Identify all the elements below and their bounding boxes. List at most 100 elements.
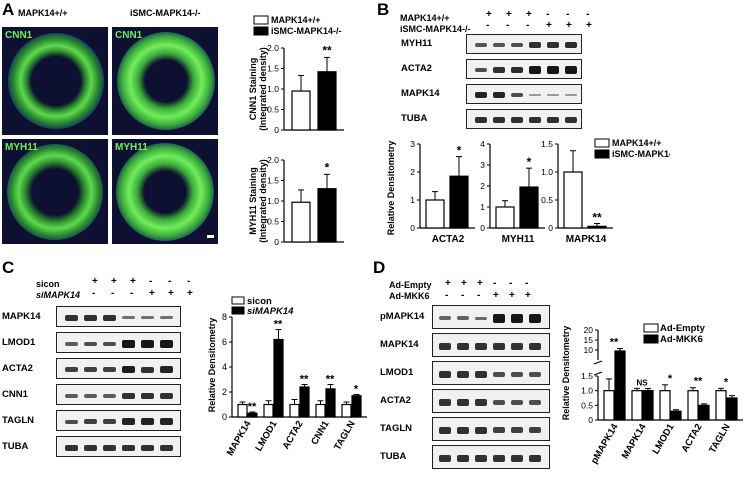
bar-cnn1 — [325, 388, 336, 418]
legend-label-simapk14: siMAPK14 — [247, 306, 294, 317]
bar-tagln — [341, 403, 352, 418]
blot-label-lmod1: LMOD1 — [380, 367, 414, 378]
blot-band — [122, 316, 135, 319]
bar-tagln — [715, 390, 727, 421]
legend-label-sicon: sicon — [247, 296, 272, 307]
sign-row1: - — [546, 9, 550, 20]
panel-d-row2-label: Ad-MKK6 — [389, 291, 430, 301]
sign-row1: + — [461, 278, 467, 289]
blot-band — [457, 342, 469, 350]
blot-label-tuba: TUBA — [401, 113, 428, 124]
legend-label-empty: Ad-Empty — [660, 323, 706, 334]
y-axis-title: Relative Densitometry — [207, 318, 217, 413]
panel-label-c: C — [2, 258, 15, 277]
axis-break — [593, 371, 603, 376]
blot-band — [65, 367, 78, 372]
y-tick-label: 1.0 — [267, 196, 279, 206]
blot-strip-mapk14 — [432, 333, 550, 357]
blot-band — [84, 367, 97, 372]
blot-band — [160, 366, 173, 373]
category-label: LMOD1 — [253, 418, 280, 453]
sign-row1: - — [586, 9, 590, 20]
blot-strip-mapk14 — [466, 84, 582, 104]
blot-strip-acta2 — [432, 389, 550, 413]
blot-band — [529, 94, 541, 96]
blot-strip-lmod1 — [432, 361, 550, 385]
blot-band — [475, 342, 487, 350]
y-tick-label: 1 — [480, 202, 485, 212]
category-label: TAGLN — [707, 422, 733, 455]
significance-mark: ** — [248, 401, 257, 413]
y-tick-label: 0.5 — [267, 105, 279, 115]
legend-label-wt: MAPK14+/+ — [612, 138, 662, 148]
blot-band — [511, 117, 523, 123]
sign-row1: + — [526, 9, 532, 20]
sign-row2: - — [130, 288, 134, 299]
sign-row1: - — [509, 278, 513, 289]
blot-band — [65, 314, 78, 321]
category-label: CNN1 — [309, 418, 332, 447]
bar-acta2 — [425, 199, 445, 229]
y-tick-label: 0.5 — [581, 400, 593, 410]
blot-band — [103, 444, 116, 451]
blot-band — [160, 418, 173, 425]
blot-band — [65, 444, 78, 451]
y-tick-label: 6 — [222, 337, 227, 347]
micrograph-ko-myh11: MYH11 — [112, 139, 218, 244]
blot-band — [84, 444, 97, 451]
bar-pmapk14 — [603, 390, 615, 421]
blot-band — [565, 66, 577, 74]
y-axis-title: CNN1 Staining(Integrated density) — [248, 47, 268, 131]
blot-band — [475, 398, 487, 406]
blot-band — [65, 393, 78, 398]
legend-label-mkk6: Ad-MKK6 — [660, 334, 703, 345]
sign-row2: - — [92, 288, 96, 299]
y-tick-label: 4 — [480, 139, 485, 149]
bar-acta2 — [687, 390, 699, 421]
bar-acta2 — [299, 386, 310, 418]
blot-label-acta2: ACTA2 — [401, 63, 432, 74]
bar-cnn1 — [315, 403, 326, 418]
blot-band — [475, 370, 487, 378]
blot-strip-tagln — [432, 417, 550, 441]
blot-band — [122, 392, 135, 399]
blot-band — [141, 366, 154, 373]
bar-mapk14 — [631, 390, 643, 421]
category-label: TAGLN — [332, 419, 358, 452]
blot-label-mapk14: MAPK14 — [2, 310, 41, 322]
blot-band — [457, 316, 469, 320]
significance-mark: * — [668, 373, 673, 385]
sign-row2: - — [111, 288, 115, 299]
bar-pmapk14 — [614, 350, 626, 421]
scale-bar — [207, 235, 214, 238]
blot-strip-lmod1 — [56, 332, 181, 353]
blot-band — [493, 67, 505, 73]
blot-band — [511, 67, 523, 73]
bar-lmod1 — [659, 390, 671, 421]
y-tick-label: 0.5 — [541, 195, 553, 205]
blot-band — [103, 419, 116, 424]
y-tick-label: 1.0 — [541, 167, 553, 177]
panel-label-a: A — [2, 0, 15, 19]
sign-row2: + — [566, 20, 572, 31]
panel-d-row1-label: Ad-Empty — [389, 280, 432, 290]
blot-band — [160, 316, 173, 319]
blot-label-acta2: ACTA2 — [2, 362, 33, 374]
significance-mark: ** — [300, 374, 309, 386]
blot-strip-tuba — [432, 445, 550, 469]
blot-band — [529, 313, 541, 323]
category-label: ACTA2 — [432, 234, 465, 245]
sign-row1: + — [92, 276, 98, 287]
blot-band — [103, 393, 116, 398]
y-axis-title: Relative Densitometry — [561, 326, 571, 421]
blot-label-tuba: TUBA — [380, 451, 407, 462]
sign-row1: + — [486, 9, 492, 20]
y-tick-label: 1.5 — [267, 176, 279, 186]
blot-band — [547, 42, 559, 48]
y-tick-label: 0 — [274, 237, 279, 247]
blot-band — [141, 316, 154, 319]
blot-band — [529, 427, 541, 433]
chart-b-densitometry: MAPK14+/+iSMC-MAPK14-/- Relative Densitom… — [386, 138, 670, 245]
y-tick-label: 0 — [588, 415, 593, 425]
